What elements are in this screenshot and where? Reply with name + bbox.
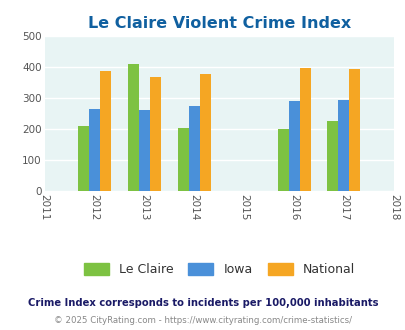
Bar — [177, 128, 188, 191]
Bar — [78, 126, 89, 191]
Title: Le Claire Violent Crime Index: Le Claire Violent Crime Index — [87, 16, 350, 31]
Text: © 2025 CityRating.com - https://www.cityrating.com/crime-statistics/: © 2025 CityRating.com - https://www.city… — [54, 316, 351, 325]
Legend: Le Claire, Iowa, National: Le Claire, Iowa, National — [79, 258, 359, 281]
Bar — [288, 101, 299, 191]
Bar — [100, 71, 111, 191]
Bar — [199, 74, 210, 191]
Bar — [299, 68, 310, 191]
Bar — [349, 69, 360, 191]
Bar — [327, 121, 338, 191]
Bar — [149, 77, 160, 191]
Bar — [188, 106, 199, 191]
Bar — [128, 64, 139, 191]
Text: Crime Index corresponds to incidents per 100,000 inhabitants: Crime Index corresponds to incidents per… — [28, 298, 377, 308]
Bar — [338, 100, 349, 191]
Bar — [139, 110, 149, 191]
Bar — [277, 129, 288, 191]
Bar — [89, 109, 100, 191]
